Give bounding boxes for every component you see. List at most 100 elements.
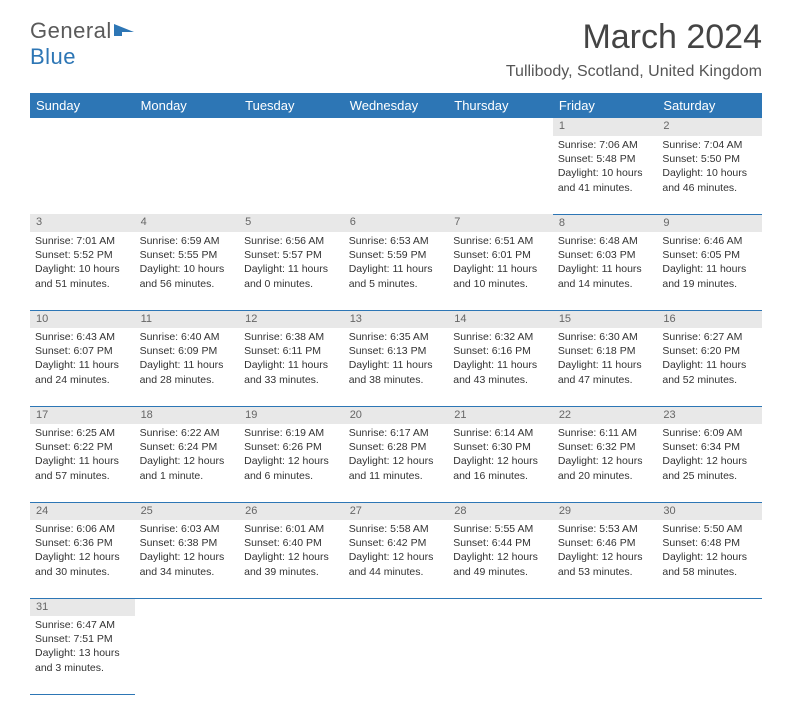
day1-line: Daylight: 12 hours <box>349 454 444 468</box>
day2-line: and 25 minutes. <box>662 469 757 483</box>
day2-line: and 52 minutes. <box>662 373 757 387</box>
day-content: Sunrise: 7:01 AMSunset: 5:52 PMDaylight:… <box>30 232 135 295</box>
sunset-line: Sunset: 6:42 PM <box>349 536 444 550</box>
day-cell: Sunrise: 6:11 AMSunset: 6:32 PMDaylight:… <box>553 424 658 502</box>
day-cell: Sunrise: 5:58 AMSunset: 6:42 PMDaylight:… <box>344 520 449 598</box>
sunset-line: Sunset: 6:03 PM <box>558 248 653 262</box>
day2-line: and 14 minutes. <box>558 277 653 291</box>
week-row: Sunrise: 6:43 AMSunset: 6:07 PMDaylight:… <box>30 328 762 406</box>
day2-line: and 16 minutes. <box>453 469 548 483</box>
logo: GeneralBlue <box>30 18 136 70</box>
day2-line: and 39 minutes. <box>244 565 339 579</box>
daynum-row: 3456789 <box>30 214 762 232</box>
day-content: Sunrise: 6:25 AMSunset: 6:22 PMDaylight:… <box>30 424 135 487</box>
weekday-wednesday: Wednesday <box>344 93 449 118</box>
day1-line: Daylight: 11 hours <box>662 358 757 372</box>
logo-text-2: Blue <box>30 44 76 69</box>
day-number: 25 <box>135 502 240 520</box>
day1-line: Daylight: 10 hours <box>662 166 757 180</box>
day1-line: Daylight: 11 hours <box>349 262 444 276</box>
day-cell: Sunrise: 6:09 AMSunset: 6:34 PMDaylight:… <box>657 424 762 502</box>
day-content: Sunrise: 6:56 AMSunset: 5:57 PMDaylight:… <box>239 232 344 295</box>
day-number: 19 <box>239 406 344 424</box>
day-cell: Sunrise: 5:50 AMSunset: 6:48 PMDaylight:… <box>657 520 762 598</box>
sunset-line: Sunset: 6:09 PM <box>140 344 235 358</box>
day2-line: and 44 minutes. <box>349 565 444 579</box>
day-content: Sunrise: 6:38 AMSunset: 6:11 PMDaylight:… <box>239 328 344 391</box>
day-cell: Sunrise: 5:55 AMSunset: 6:44 PMDaylight:… <box>448 520 553 598</box>
day-cell: Sunrise: 6:35 AMSunset: 6:13 PMDaylight:… <box>344 328 449 406</box>
daynum-row: 31 <box>30 598 762 616</box>
sunset-line: Sunset: 6:44 PM <box>453 536 548 550</box>
day-number <box>344 598 449 616</box>
weekday-saturday: Saturday <box>657 93 762 118</box>
sunset-line: Sunset: 6:38 PM <box>140 536 235 550</box>
day-cell: Sunrise: 6:01 AMSunset: 6:40 PMDaylight:… <box>239 520 344 598</box>
day-cell <box>239 136 344 214</box>
calendar-table: SundayMondayTuesdayWednesdayThursdayFrid… <box>30 93 762 695</box>
day-content: Sunrise: 6:46 AMSunset: 6:05 PMDaylight:… <box>657 232 762 295</box>
day2-line: and 47 minutes. <box>558 373 653 387</box>
day-cell: Sunrise: 6:19 AMSunset: 6:26 PMDaylight:… <box>239 424 344 502</box>
sunrise-line: Sunrise: 6:40 AM <box>140 330 235 344</box>
day-number: 7 <box>448 214 553 232</box>
day-content: Sunrise: 6:48 AMSunset: 6:03 PMDaylight:… <box>553 232 658 295</box>
day-cell <box>135 616 240 694</box>
day-number: 10 <box>30 310 135 328</box>
day-number: 23 <box>657 406 762 424</box>
sunrise-line: Sunrise: 6:48 AM <box>558 234 653 248</box>
sunset-line: Sunset: 6:30 PM <box>453 440 548 454</box>
day1-line: Daylight: 12 hours <box>140 550 235 564</box>
week-row: Sunrise: 6:47 AMSunset: 7:51 PMDaylight:… <box>30 616 762 694</box>
calendar-head: SundayMondayTuesdayWednesdayThursdayFrid… <box>30 93 762 118</box>
day-cell: Sunrise: 7:04 AMSunset: 5:50 PMDaylight:… <box>657 136 762 214</box>
sunrise-line: Sunrise: 5:53 AM <box>558 522 653 536</box>
day-number: 12 <box>239 310 344 328</box>
day-number <box>135 118 240 136</box>
daynum-row: 10111213141516 <box>30 310 762 328</box>
sunset-line: Sunset: 6:28 PM <box>349 440 444 454</box>
day-cell: Sunrise: 6:14 AMSunset: 6:30 PMDaylight:… <box>448 424 553 502</box>
sunrise-line: Sunrise: 6:17 AM <box>349 426 444 440</box>
sunset-line: Sunset: 6:07 PM <box>35 344 130 358</box>
week-row: Sunrise: 7:06 AMSunset: 5:48 PMDaylight:… <box>30 136 762 214</box>
day-number: 22 <box>553 406 658 424</box>
sunset-line: Sunset: 6:01 PM <box>453 248 548 262</box>
day-content: Sunrise: 6:51 AMSunset: 6:01 PMDaylight:… <box>448 232 553 295</box>
weekday-tuesday: Tuesday <box>239 93 344 118</box>
day-content: Sunrise: 6:17 AMSunset: 6:28 PMDaylight:… <box>344 424 449 487</box>
daynum-row: 17181920212223 <box>30 406 762 424</box>
day-cell: Sunrise: 6:27 AMSunset: 6:20 PMDaylight:… <box>657 328 762 406</box>
sunrise-line: Sunrise: 6:47 AM <box>35 618 130 632</box>
day-cell <box>553 616 658 694</box>
logo-text: GeneralBlue <box>30 18 136 70</box>
sunrise-line: Sunrise: 6:03 AM <box>140 522 235 536</box>
day1-line: Daylight: 11 hours <box>453 262 548 276</box>
sunrise-line: Sunrise: 6:51 AM <box>453 234 548 248</box>
day-number: 17 <box>30 406 135 424</box>
day-cell: Sunrise: 6:03 AMSunset: 6:38 PMDaylight:… <box>135 520 240 598</box>
sunrise-line: Sunrise: 6:09 AM <box>662 426 757 440</box>
day1-line: Daylight: 12 hours <box>349 550 444 564</box>
day-cell: Sunrise: 6:47 AMSunset: 7:51 PMDaylight:… <box>30 616 135 694</box>
day-number: 29 <box>553 502 658 520</box>
calendar-page: GeneralBlue March 2024 Tullibody, Scotla… <box>0 0 792 713</box>
day-cell: Sunrise: 6:32 AMSunset: 6:16 PMDaylight:… <box>448 328 553 406</box>
sunrise-line: Sunrise: 6:22 AM <box>140 426 235 440</box>
day-number <box>30 118 135 136</box>
day2-line: and 11 minutes. <box>349 469 444 483</box>
day2-line: and 49 minutes. <box>453 565 548 579</box>
day-cell <box>344 616 449 694</box>
day-cell: Sunrise: 6:43 AMSunset: 6:07 PMDaylight:… <box>30 328 135 406</box>
sunset-line: Sunset: 5:59 PM <box>349 248 444 262</box>
day1-line: Daylight: 11 hours <box>453 358 548 372</box>
day-number <box>448 118 553 136</box>
day-number: 31 <box>30 598 135 616</box>
day-cell <box>30 136 135 214</box>
day-cell: Sunrise: 6:30 AMSunset: 6:18 PMDaylight:… <box>553 328 658 406</box>
sunrise-line: Sunrise: 7:06 AM <box>558 138 653 152</box>
day-cell <box>344 136 449 214</box>
day1-line: Daylight: 11 hours <box>662 262 757 276</box>
sunset-line: Sunset: 5:50 PM <box>662 152 757 166</box>
day2-line: and 10 minutes. <box>453 277 548 291</box>
